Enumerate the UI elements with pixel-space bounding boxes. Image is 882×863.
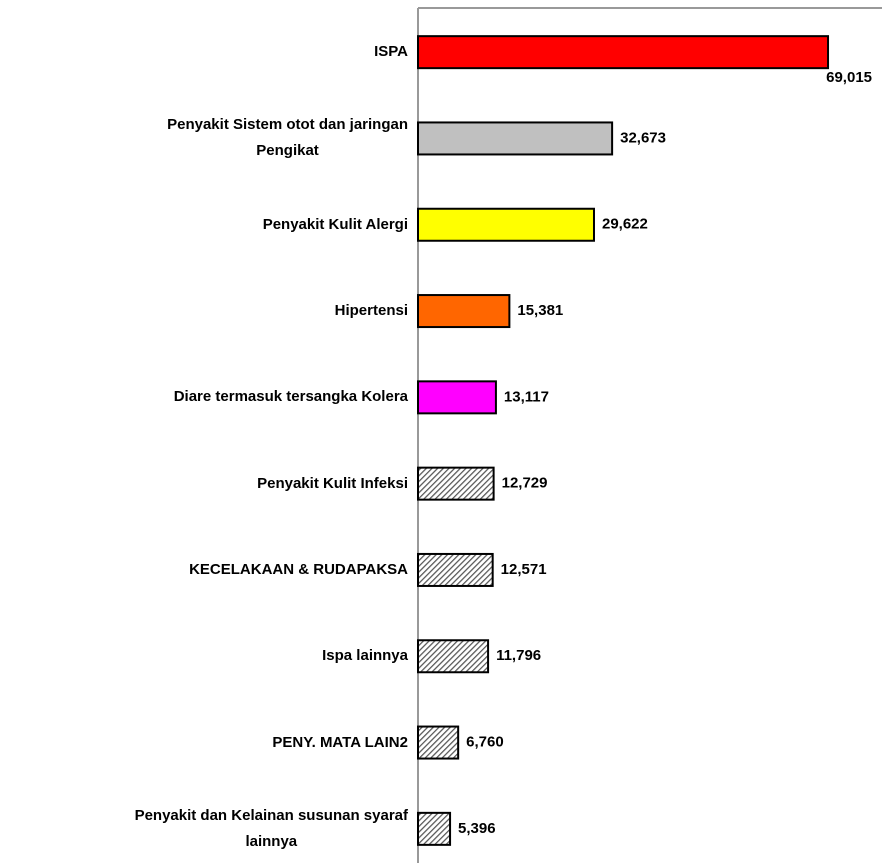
category-label: Penyakit Kulit Alergi xyxy=(262,215,408,233)
bar xyxy=(417,207,595,242)
category-label: Diare termasuk tersangka Kolera xyxy=(173,388,408,406)
category-label: Ispa lainnya xyxy=(322,647,408,665)
category-label-box: KECELAKAAN & RUDAPAKSA xyxy=(0,557,408,583)
bar xyxy=(417,380,497,415)
value-label: 12,729 xyxy=(502,475,548,492)
category-label: Penyakit Sistem otot dan jaringan Pengik… xyxy=(167,116,408,160)
bar xyxy=(417,639,490,674)
category-label: KECELAKAAN & RUDAPAKSA xyxy=(189,560,408,578)
category-label: Hipertensi xyxy=(334,302,408,320)
category-label-box: Penyakit Sistem otot dan jaringan Pengik… xyxy=(0,112,408,164)
category-label-box: ISPA xyxy=(0,39,408,65)
value-label: 5,396 xyxy=(458,820,496,837)
category-label-box: Penyakit Kulit Alergi xyxy=(0,212,408,238)
bar xyxy=(417,811,452,846)
value-label: 13,117 xyxy=(504,388,549,405)
value-label: 12,571 xyxy=(501,561,547,578)
value-label: 32,673 xyxy=(620,129,666,146)
category-label-box: Penyakit dan Kelainan susunan syaraf lai… xyxy=(0,803,408,855)
bar xyxy=(417,35,830,70)
bar xyxy=(417,294,511,329)
category-label: Penyakit Kulit Infeksi xyxy=(257,474,408,492)
value-label: 6,760 xyxy=(466,734,504,751)
category-label-box: Hipertensi xyxy=(0,298,408,324)
bar xyxy=(417,121,614,156)
value-label: 69,015 xyxy=(826,69,872,86)
value-label: 11,796 xyxy=(496,647,541,664)
category-label: ISPA xyxy=(374,43,408,61)
bar xyxy=(417,552,494,587)
category-label: PENY. MATA LAIN2 xyxy=(272,733,408,751)
category-label-box: Ispa lainnya xyxy=(0,643,408,669)
category-label: Penyakit dan Kelainan susunan syaraf lai… xyxy=(134,806,408,850)
value-label: 15,381 xyxy=(517,302,563,319)
bar xyxy=(417,466,495,501)
category-label-box: PENY. MATA LAIN2 xyxy=(0,730,408,756)
category-label-box: Diare termasuk tersangka Kolera xyxy=(0,384,408,410)
category-label-box: Penyakit Kulit Infeksi xyxy=(0,471,408,497)
value-label: 29,622 xyxy=(602,216,648,233)
bar xyxy=(417,725,460,760)
